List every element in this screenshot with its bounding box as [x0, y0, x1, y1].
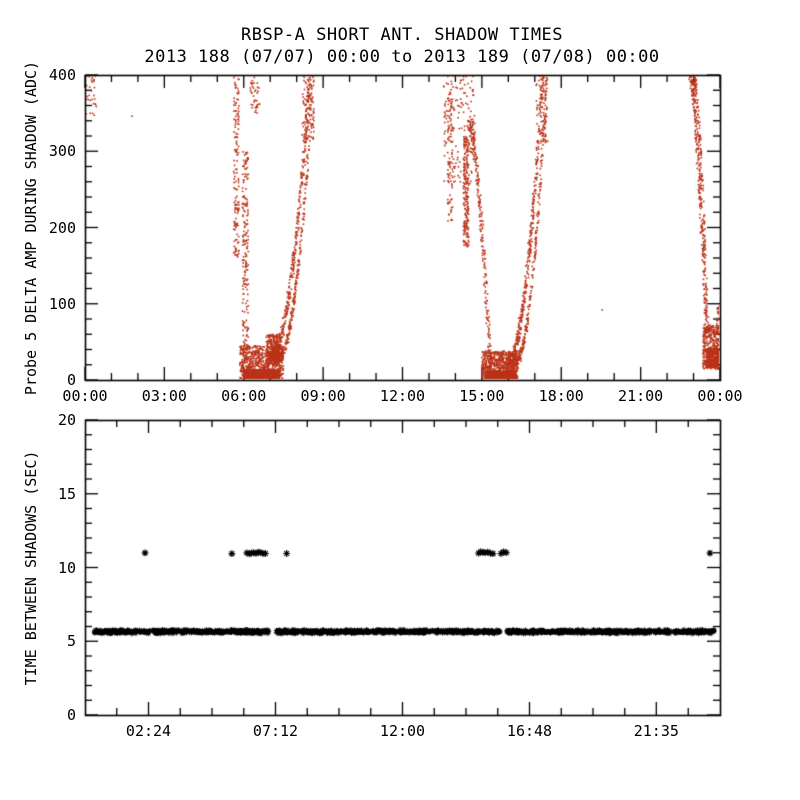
- top-y-tick-label: 100: [48, 294, 76, 313]
- chart-title: RBSP-A SHORT ANT. SHADOW TIMES: [240, 25, 564, 45]
- top-x-tick-label: 12:00: [379, 387, 426, 405]
- bottom-x-tick-label: 21:35: [633, 722, 679, 740]
- bottom-y-tick-label: 0: [66, 706, 76, 724]
- bottom-x-tick-label: 02:24: [125, 722, 172, 740]
- top-y-tick-label: 200: [48, 218, 76, 237]
- top-y-tick-label: 300: [48, 142, 76, 161]
- bottom-y-tick-label: 15: [57, 484, 76, 503]
- top-y-tick-label: 400: [48, 66, 76, 84]
- bottom-y-tick-label: 5: [66, 632, 76, 651]
- top-x-tick-label: 18:00: [538, 387, 584, 405]
- top-y-tick-label: 0: [66, 371, 76, 389]
- top-y-axis-label: Probe 5 DELTA AMP DURING SHADOW (ADC): [22, 60, 40, 396]
- bottom-y-axis-label: TIME BETWEEN SHADOWS (SEC): [22, 450, 40, 686]
- top-x-tick-label: 00:00: [697, 387, 743, 405]
- bottom-x-tick-label: 12:00: [379, 722, 426, 740]
- chart-subtitle: 2013 188 (07/07) 00:00 to 2013 189 (07/0…: [144, 47, 660, 67]
- top-x-tick-label: 21:00: [618, 387, 664, 405]
- top-x-tick-label: 00:00: [62, 387, 108, 405]
- top-x-tick-label: 15:00: [459, 387, 505, 405]
- top-x-tick-label: 09:00: [300, 387, 346, 405]
- bottom-y-tick-label: 20: [57, 411, 76, 429]
- bottom-x-tick-label: 07:12: [252, 722, 299, 740]
- bottom-y-tick-label: 10: [57, 558, 76, 577]
- top-x-tick-label: 06:00: [221, 387, 267, 405]
- top-x-tick-label: 03:00: [141, 387, 187, 405]
- bottom-x-tick-label: 16:48: [506, 722, 553, 740]
